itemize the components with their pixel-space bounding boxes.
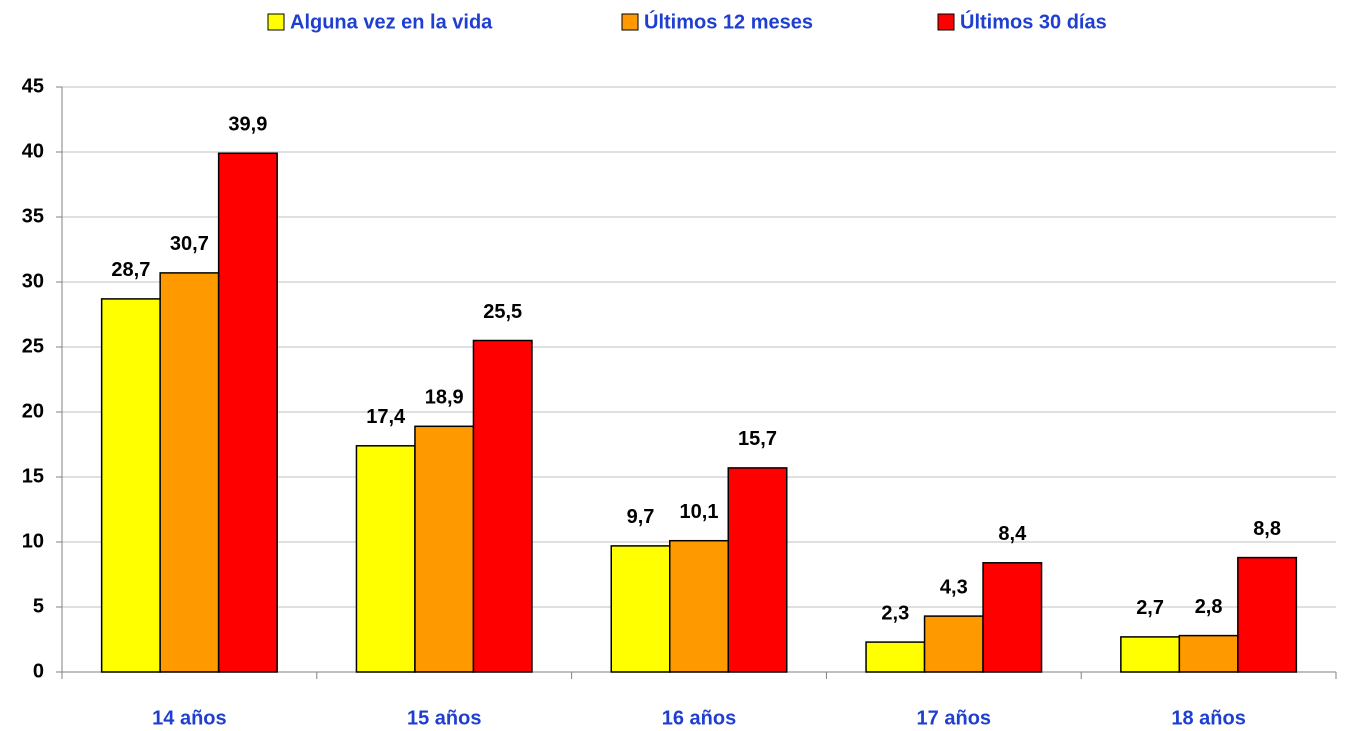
value-label: 25,5 — [483, 301, 522, 323]
legend-label: Alguna vez en la vida — [290, 11, 493, 33]
bar — [669, 539, 729, 673]
y-tick-label: 45 — [22, 75, 44, 97]
value-label: 4,3 — [940, 576, 968, 598]
bar — [923, 615, 984, 673]
value-label: 8,4 — [998, 523, 1027, 545]
y-tick-label: 40 — [22, 140, 44, 162]
bar — [472, 339, 533, 673]
value-label: 39,9 — [228, 114, 267, 136]
bar — [727, 467, 788, 673]
bar — [1120, 636, 1181, 673]
value-label: 2,7 — [1136, 597, 1164, 619]
value-label: 2,3 — [881, 602, 909, 624]
x-tick-label: 15 años — [407, 707, 481, 729]
bar — [159, 272, 220, 673]
value-label: 8,8 — [1253, 518, 1281, 540]
bar — [982, 562, 1043, 673]
legend-swatch — [621, 13, 639, 31]
legend-label: Últimos 12 meses — [644, 9, 813, 33]
bar — [1237, 556, 1298, 673]
value-label: 9,7 — [627, 506, 655, 528]
y-tick-label: 10 — [22, 530, 44, 552]
value-label: 18,9 — [425, 387, 464, 409]
bar — [1178, 634, 1239, 673]
bar — [217, 152, 278, 673]
value-label: 28,7 — [111, 259, 150, 281]
bar — [355, 445, 416, 673]
bar — [414, 425, 475, 673]
y-tick-label: 5 — [33, 595, 44, 617]
legend-swatch — [267, 13, 285, 31]
bar — [610, 545, 671, 673]
value-label: 15,7 — [738, 428, 777, 450]
y-tick-label: 35 — [22, 205, 44, 227]
y-tick-label: 15 — [22, 465, 44, 487]
y-tick-label: 20 — [22, 400, 44, 422]
y-tick-label: 0 — [33, 660, 44, 682]
x-tick-label: 17 años — [917, 707, 991, 729]
value-label: 30,7 — [170, 233, 209, 255]
value-label: 10,1 — [680, 501, 719, 523]
legend-swatch — [937, 13, 955, 31]
x-tick-label: 18 años — [1171, 707, 1245, 729]
x-tick-label: 16 años — [662, 707, 736, 729]
x-tick-label: 14 años — [152, 707, 226, 729]
legend-label: Últimos 30 días — [960, 9, 1107, 33]
y-tick-label: 25 — [22, 335, 44, 357]
bar — [865, 641, 926, 673]
value-label: 17,4 — [366, 406, 406, 428]
y-tick-label: 30 — [22, 270, 44, 292]
value-label: 2,8 — [1195, 596, 1223, 618]
bar — [100, 298, 161, 673]
